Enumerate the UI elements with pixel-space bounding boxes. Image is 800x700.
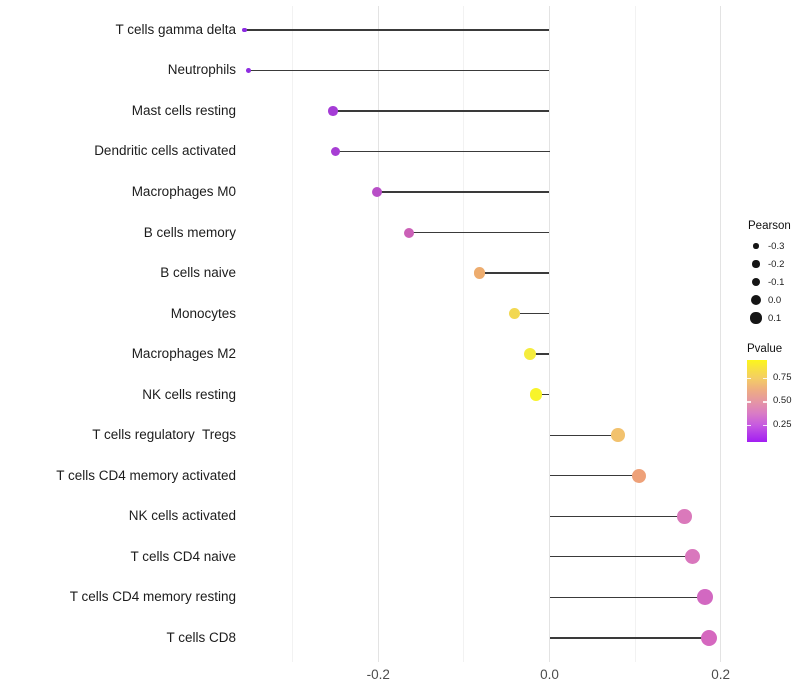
y-axis-label: T cells CD4 naive [130, 548, 236, 564]
lollipop-stem [376, 191, 550, 193]
y-axis-label: Neutrophils [167, 62, 236, 78]
data-point [508, 307, 521, 320]
gridline-major [549, 6, 550, 662]
pvalue-colorbar [747, 360, 767, 442]
colorbar-tick [747, 401, 751, 403]
data-point [404, 227, 415, 238]
legend-size-dot [751, 277, 761, 287]
gridline-minor [634, 6, 636, 662]
lollipop-stem [549, 556, 693, 558]
data-point [371, 187, 382, 198]
legend-size-entry: -0.1 [748, 273, 791, 291]
legend-dot-box [748, 295, 764, 305]
y-axis-label: Mast cells resting [131, 102, 236, 118]
lollipop-stem [244, 29, 550, 31]
gridline-major [720, 6, 722, 662]
data-point [684, 549, 700, 565]
colorbar-tick-label: 0.75 [773, 372, 792, 384]
x-axis-tick-label: -0.2 [366, 667, 390, 682]
colorbar-tick [763, 424, 767, 427]
data-point [473, 267, 485, 279]
data-point [245, 68, 251, 73]
lollipop-stem [332, 110, 550, 112]
data-point [677, 508, 693, 524]
y-axis-label: Macrophages M0 [131, 184, 236, 200]
x-axis-tick-label: 0.2 [711, 667, 731, 682]
colorbar-tick [763, 378, 767, 380]
lollipop-stem [335, 150, 550, 153]
data-point [328, 106, 338, 116]
legend-pearson-entries: -0.3 -0.2 -0.1 0.0 0.1 [748, 237, 791, 327]
y-axis-label: T cells CD4 memory activated [56, 467, 236, 483]
legend-size-label: 0.0 [768, 294, 782, 306]
y-axis-label: B cells naive [160, 265, 236, 281]
data-point [697, 589, 714, 606]
lollipop-stem [549, 596, 706, 598]
lollipop-stem [479, 272, 550, 274]
legend-dot-box [748, 312, 764, 324]
lollipop-stem [535, 393, 550, 396]
legend-size-entry: 0.1 [748, 309, 791, 327]
colorbar-tick-label: 0.25 [773, 418, 792, 430]
lollipop-stem [549, 515, 685, 517]
legend-pvalue: Pvalue 0.75 0.50 0.25 [747, 342, 800, 442]
gridline-minor [463, 6, 465, 662]
colorbar-tick [747, 378, 751, 380]
legend-pearson-title: Pearson [748, 220, 791, 232]
lollipop-stem [248, 69, 550, 72]
lollipop-stem [409, 231, 550, 234]
lollipop-stem [549, 434, 618, 436]
data-point [242, 27, 248, 33]
legend-size-entry: -0.3 [748, 237, 791, 255]
legend-pvalue-title: Pvalue [747, 343, 783, 355]
legend-size-label: -0.3 [768, 240, 785, 252]
data-point [700, 629, 717, 646]
legend-size-dot [753, 243, 759, 249]
y-axis-label: NK cells activated [128, 508, 236, 524]
pvalue-colorbar-wrap: 0.75 0.50 0.25 [747, 360, 800, 442]
legend-size-label: -0.2 [768, 258, 785, 270]
lollipop-stem [549, 475, 639, 477]
y-axis-label: B cells memory [143, 224, 236, 240]
gridline-minor [292, 6, 294, 662]
colorbar-tick [747, 424, 751, 427]
y-axis-label: T cells CD8 [166, 629, 236, 645]
legend-size-dot [750, 312, 762, 324]
legend-dot-box [748, 243, 764, 249]
lollipop-stem [529, 353, 550, 355]
y-axis-label: Monocytes [170, 305, 236, 321]
legend-size-dot [752, 260, 760, 268]
lollipop-stem [514, 312, 550, 315]
legend-pearson: Pearson -0.3 -0.2 -0.1 0.0 0.1 [748, 219, 791, 327]
legend-dot-box [748, 277, 764, 287]
x-axis-tick-label: 0.0 [540, 667, 559, 682]
legend-size-entry: 0.0 [748, 291, 791, 309]
y-axis-label: T cells gamma delta [115, 21, 236, 37]
legend-size-dot [751, 295, 761, 305]
data-point [523, 348, 536, 361]
data-point [330, 146, 341, 157]
y-axis-label: NK cells resting [142, 386, 236, 402]
legend-dot-box [748, 260, 764, 268]
legend-size-label: 0.1 [768, 312, 782, 324]
y-axis-label: T cells CD4 memory resting [69, 589, 236, 605]
y-axis-label: Macrophages M2 [131, 346, 236, 362]
legend-size-label: -0.1 [768, 276, 785, 288]
colorbar-tick [763, 401, 767, 403]
data-point [611, 428, 625, 442]
y-axis-label: Dendritic cells activated [94, 143, 236, 159]
lollipop-stem [549, 637, 709, 639]
data-point [529, 388, 543, 401]
legend-size-entry: -0.2 [748, 255, 791, 273]
gridline-major [377, 6, 379, 662]
data-point [631, 468, 646, 483]
colorbar-tick-label: 0.50 [773, 395, 792, 407]
y-axis-label: T cells regulatory Tregs [92, 427, 236, 443]
